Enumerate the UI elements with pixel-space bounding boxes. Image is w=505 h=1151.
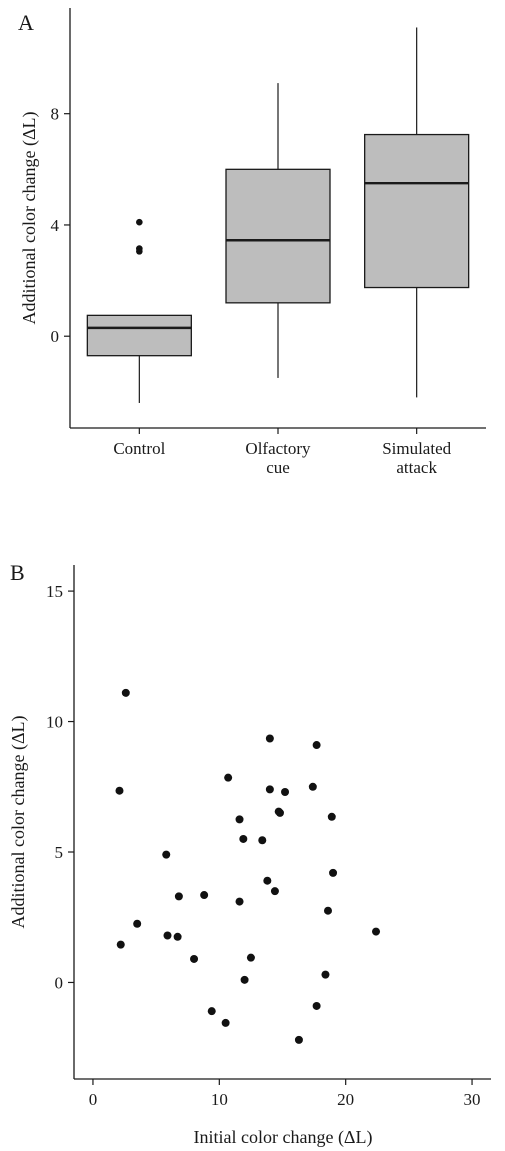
panel-a-y-tick-label: 4 <box>51 216 60 235</box>
scatter-point <box>224 773 233 782</box>
panel-b-x-ticks: 0 10 20 30 <box>89 1079 481 1109</box>
scatter-point <box>308 782 317 791</box>
panel-b-y-tick-label: 10 <box>46 713 63 732</box>
scatter-point <box>162 850 171 859</box>
panel-b-y-axis-title: Additional color change (ΔL) <box>8 715 29 928</box>
box-outlier-point <box>136 248 143 255</box>
panel-b-letter: B <box>10 560 25 585</box>
panel-a-y-tick-label: 0 <box>51 327 60 346</box>
box-outlier-point <box>136 218 143 226</box>
scatter-point <box>281 787 290 796</box>
panel-b-y-tick-label: 15 <box>46 582 63 601</box>
scatter-point <box>294 1035 303 1044</box>
scatter-point <box>270 887 279 896</box>
scatter-point <box>235 897 244 906</box>
panel-a-x-tick-label: Control <box>113 439 165 458</box>
scatter-point <box>116 940 125 949</box>
scatter-point <box>163 931 172 940</box>
panel-b-x-tick-label: 0 <box>89 1090 98 1109</box>
scatter-point <box>263 876 272 885</box>
scatter-point <box>312 1001 321 1010</box>
panel-b-y-ticks: 0 5 10 15 <box>46 582 74 992</box>
panel-b-x-tick-label: 30 <box>464 1090 481 1109</box>
panel-b: B 0 5 10 15 0 10 20 30 Additional color change… <box>8 560 491 1148</box>
scatter-point <box>173 932 182 941</box>
panel-a-y-axis-title: Additional color change (ΔL) <box>19 111 40 324</box>
panel-b-x-axis-title: Initial color change (ΔL) <box>194 1127 373 1148</box>
box-iqr <box>86 314 192 357</box>
panel-a-y-tick-label: 8 <box>51 105 60 124</box>
panel-b-x-tick-label: 20 <box>337 1090 354 1109</box>
scatter-point <box>329 868 338 877</box>
panel-a-plot <box>86 27 470 403</box>
panel-a-letter: A <box>18 10 34 35</box>
scatter-point <box>327 812 336 821</box>
box-iqr <box>364 133 470 289</box>
scatter-point <box>246 953 255 962</box>
scatter-point <box>221 1018 230 1027</box>
scatter-point <box>115 786 124 795</box>
scatter-point <box>265 734 274 743</box>
scatter-point <box>240 975 249 984</box>
panel-b-y-tick-label: 0 <box>55 973 64 992</box>
panel-b-plot <box>115 688 381 1044</box>
scatter-point <box>321 970 330 979</box>
scatter-point <box>275 808 284 817</box>
panel-b-x-tick-label: 10 <box>211 1090 228 1109</box>
panel-b-y-tick-label: 5 <box>55 843 64 862</box>
panel-a-x-ticks: Control Olfactory cue Simulated attack <box>113 428 452 477</box>
scatter-point <box>200 891 209 900</box>
scatter-point <box>174 892 183 901</box>
scatter-point <box>323 906 332 915</box>
scatter-point <box>265 785 274 794</box>
scatter-point <box>190 954 199 963</box>
panel-a-y-ticks: 0 4 8 <box>51 105 70 346</box>
panel-a-x-tick-label: Simulated attack <box>382 439 451 477</box>
scatter-point <box>133 919 142 928</box>
panel-a: A 0 4 8 Control Olfactory cue Simulated attack… <box>18 8 486 477</box>
scatter-point <box>235 815 244 824</box>
scatter-point <box>121 688 130 697</box>
scatter-point <box>239 834 248 843</box>
scatter-point <box>258 836 267 845</box>
scatter-point <box>372 927 381 936</box>
scatter-point <box>207 1007 216 1016</box>
box-iqr <box>225 168 331 304</box>
scatter-point <box>312 741 321 750</box>
panel-a-x-tick-label: Olfactory cue <box>245 439 311 477</box>
